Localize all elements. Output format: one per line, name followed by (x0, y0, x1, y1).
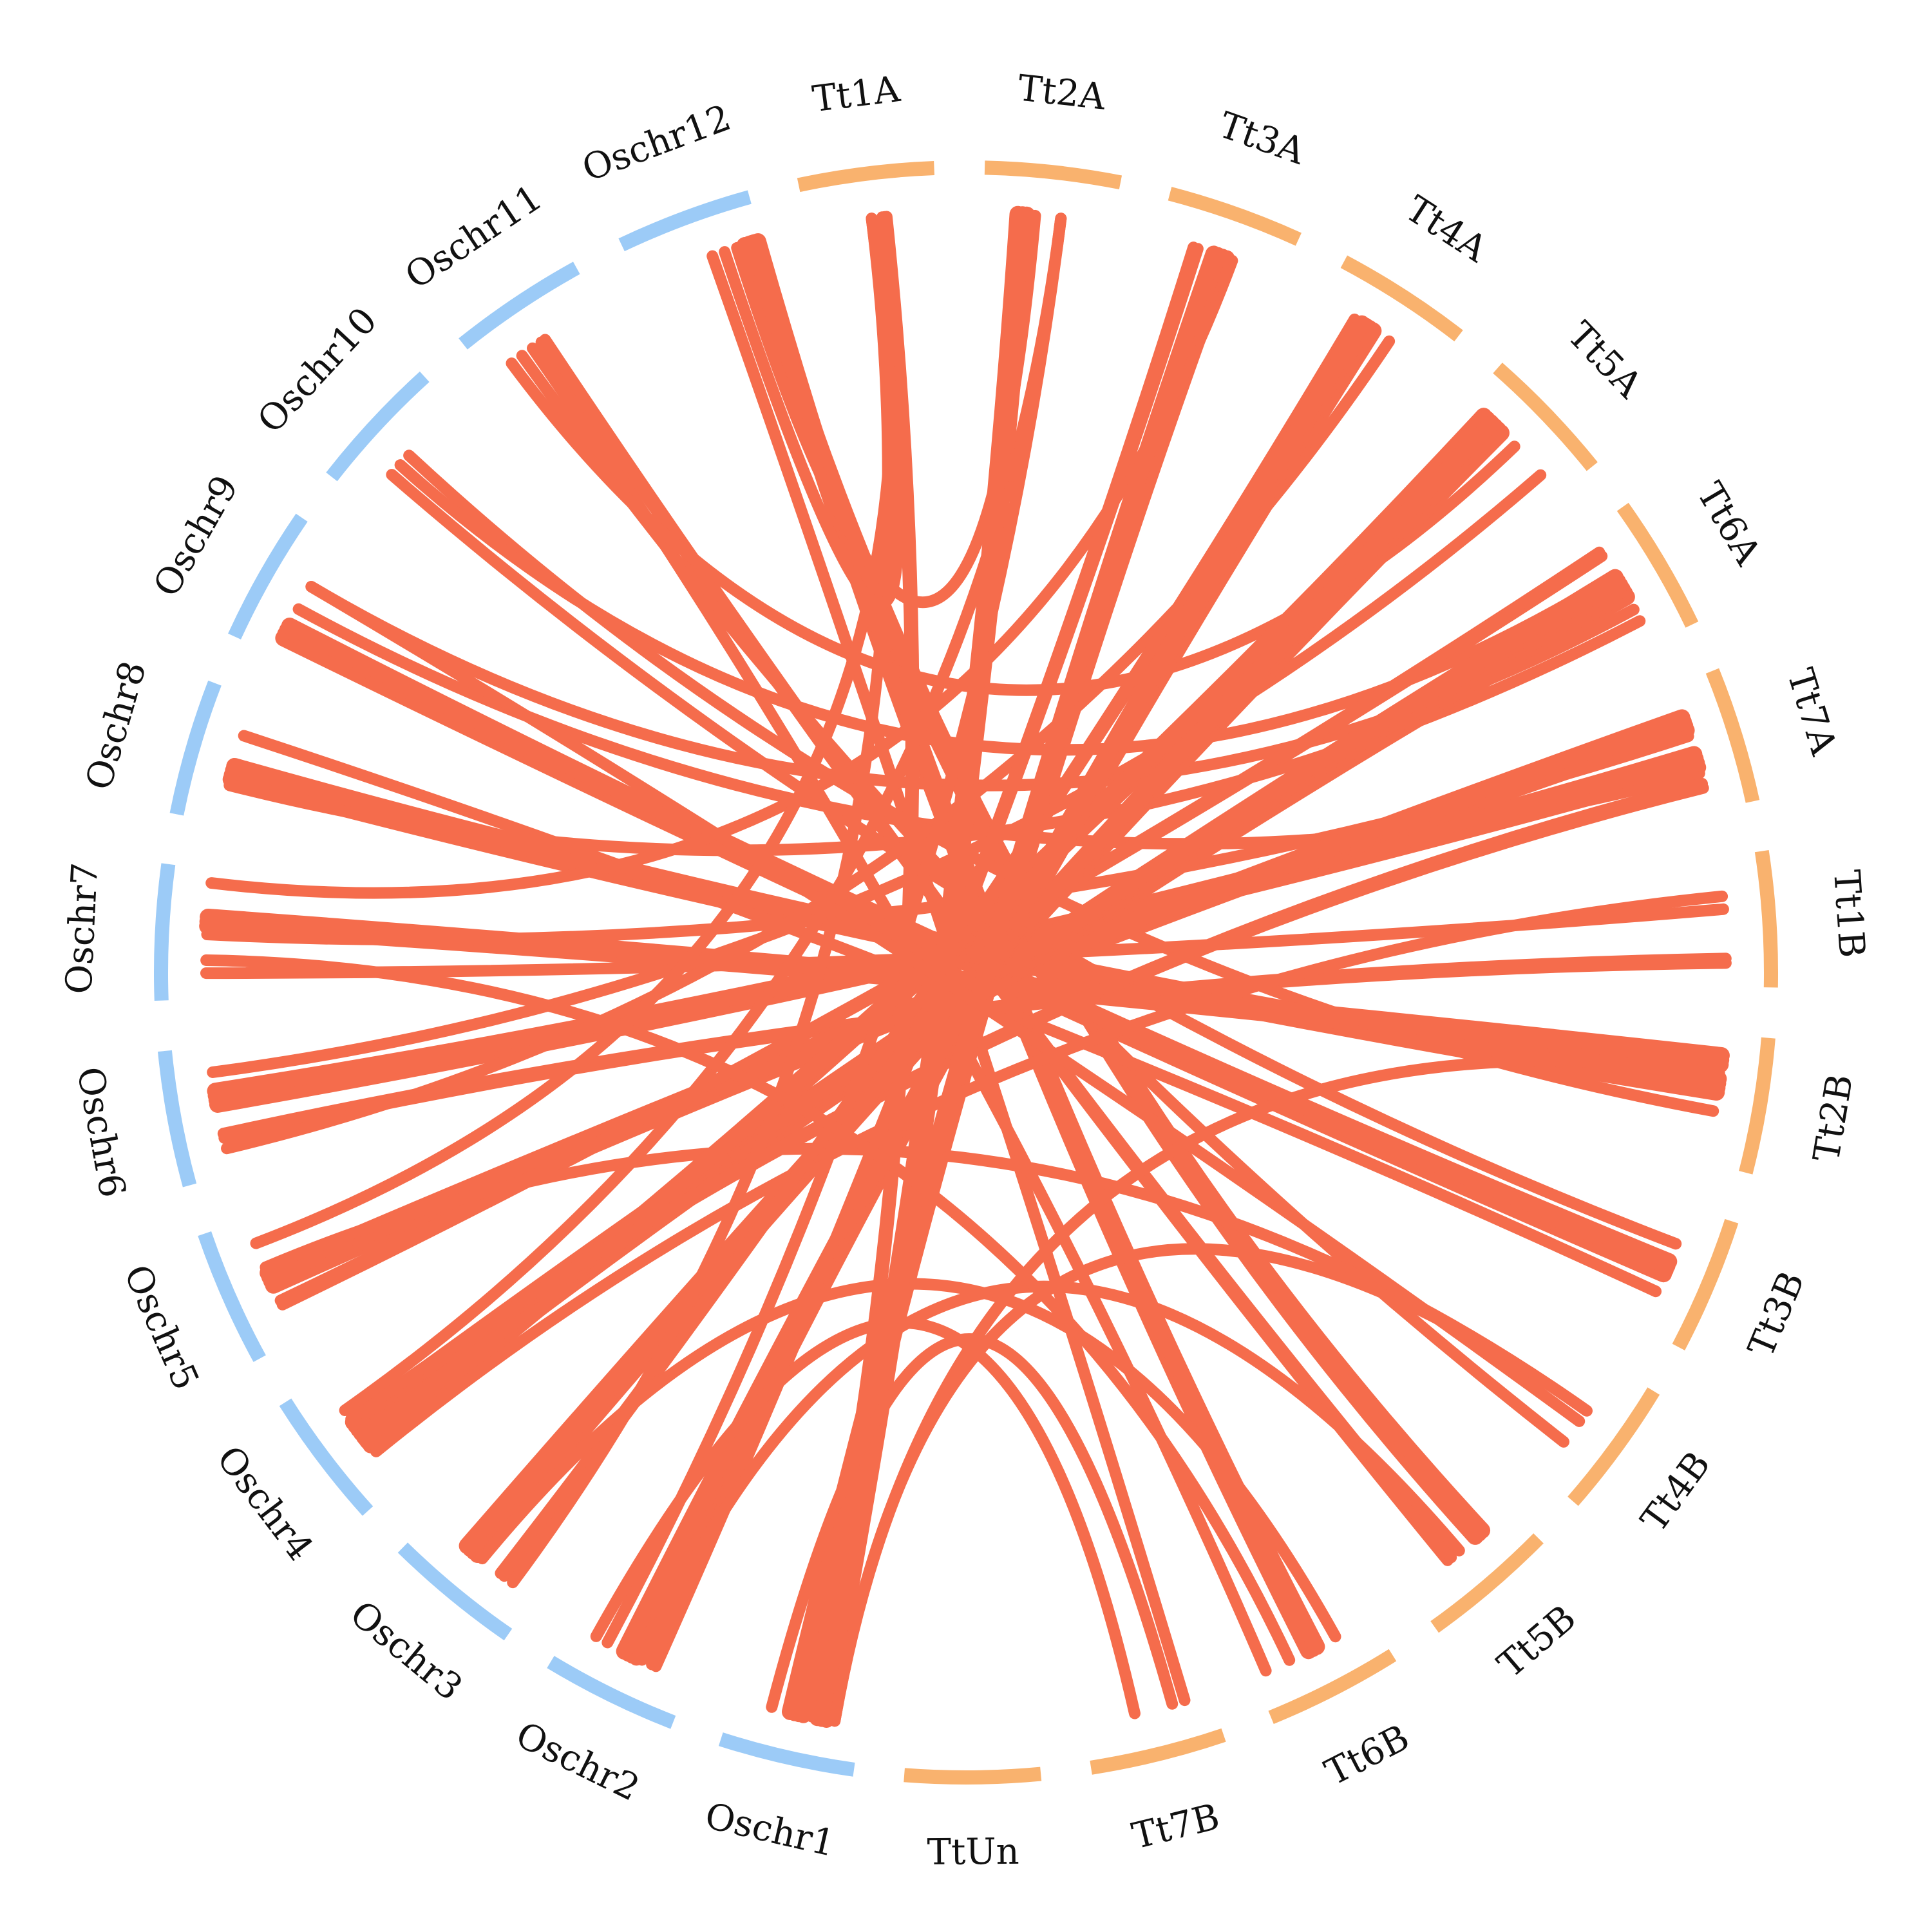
chromosome-label-oschr10: Oschr10 (249, 299, 385, 441)
chromosome-arc-tt5b (1430, 1533, 1544, 1633)
chromosome-label-oschr8: Oschr8 (78, 656, 155, 794)
chromosome-label-oschr11: Oschr11 (398, 176, 550, 298)
chromosome-arcs (154, 160, 1778, 1785)
chromosome-arc-tt2b (1739, 1037, 1776, 1175)
chromosome-arc-tt3b (1672, 1218, 1739, 1350)
synteny-link (370, 890, 1728, 1457)
chromosome-arc-oschr7 (154, 863, 176, 1001)
chromosome-arc-ttun (904, 1766, 1042, 1785)
chromosome-arc-oschr3 (397, 1542, 513, 1641)
chromosome-arc-tt3a (1168, 187, 1302, 246)
chromosome-label-oschr2: Oschr2 (509, 1714, 646, 1810)
synteny-link (829, 1243, 1593, 1727)
chromosome-arc-tt1a (797, 160, 934, 193)
chromosome-label-tt7b: Tt7B (1128, 1796, 1224, 1858)
chromosome-arc-oschr12 (618, 190, 752, 252)
chromosome-label-tt6a: Tt6A (1689, 475, 1769, 573)
synteny-link (809, 205, 1027, 1727)
chromosome-arc-tt5a (1493, 363, 1598, 471)
synteny-link (305, 580, 1586, 1427)
chromosome-label-tt3b: Tt3B (1740, 1265, 1813, 1363)
chromosome-arc-tt6a (1616, 502, 1699, 628)
chromosome-label-oschr7: Oschr7 (58, 862, 106, 995)
synteny-link (507, 213, 894, 1589)
chromosome-arc-tt2a (984, 160, 1122, 190)
chromosome-arc-tt7b (1090, 1728, 1226, 1775)
chromosome-arc-oschr1 (718, 1732, 855, 1777)
synteny-link (345, 777, 1709, 1425)
chromosome-label-tt5b: Tt5B (1490, 1597, 1584, 1686)
chromosome-label-tt1b: Tt1B (1825, 869, 1873, 960)
chromosome-arc-tt4b (1567, 1387, 1660, 1506)
chromosome-arc-oschr4 (279, 1398, 374, 1516)
chromosome-label-oschr3: Oschr3 (342, 1593, 470, 1709)
chromosome-label-oschr9: Oschr9 (146, 469, 247, 604)
synteny-links (199, 205, 1732, 1728)
chromosome-label-tt1a: Tt1A (810, 68, 902, 120)
chromosome-label-tt4b: Tt4B (1633, 1444, 1719, 1540)
synteny-link (200, 954, 1296, 1666)
chromosome-label-tt5a: Tt5A (1559, 314, 1650, 406)
chromosome-arc-tt6b (1268, 1649, 1397, 1724)
chromosome-arc-tt7a (1705, 668, 1760, 803)
chromosome-label-ttun: TtUn (927, 1831, 1019, 1873)
chromosome-arc-tt1b (1754, 849, 1778, 988)
chromosome-label-tt6b: Tt6B (1318, 1717, 1416, 1794)
synteny-link (636, 1280, 1465, 1666)
chromosome-label-tt2a: Tt2A (1016, 67, 1108, 118)
chromosome-label-oschr4: Oschr4 (208, 1438, 321, 1568)
chromosome-label-oschr5: Oschr5 (115, 1259, 207, 1396)
synteny-link (801, 211, 917, 1721)
chromosome-arc-oschr8 (169, 680, 222, 816)
chromosome-arc-oschr6 (158, 1050, 197, 1188)
chromosome-arc-oschr9 (228, 513, 308, 639)
chromosome-label-tt3a: Tt3A (1213, 104, 1310, 173)
chromosome-label-tt4a: Tt4A (1398, 188, 1495, 271)
chromosome-label-tt2b: Tt2B (1806, 1071, 1862, 1165)
chromosome-arc-oschr2 (547, 1656, 676, 1729)
chromosome-arc-oschr10 (326, 371, 430, 482)
chromosome-arc-oschr5 (198, 1231, 266, 1362)
chromosome-label-oschr6: Oschr6 (68, 1064, 133, 1201)
chromosome-label-oschr12: Oschr12 (577, 97, 737, 190)
chromosome-label-oschr1: Oschr1 (701, 1795, 839, 1865)
chromosome-arc-tt4a (1340, 255, 1463, 342)
synteny-link (719, 213, 904, 610)
chromosome-label-tt7a: Tt7A (1779, 664, 1844, 761)
chromosome-arc-oschr11 (459, 261, 580, 350)
